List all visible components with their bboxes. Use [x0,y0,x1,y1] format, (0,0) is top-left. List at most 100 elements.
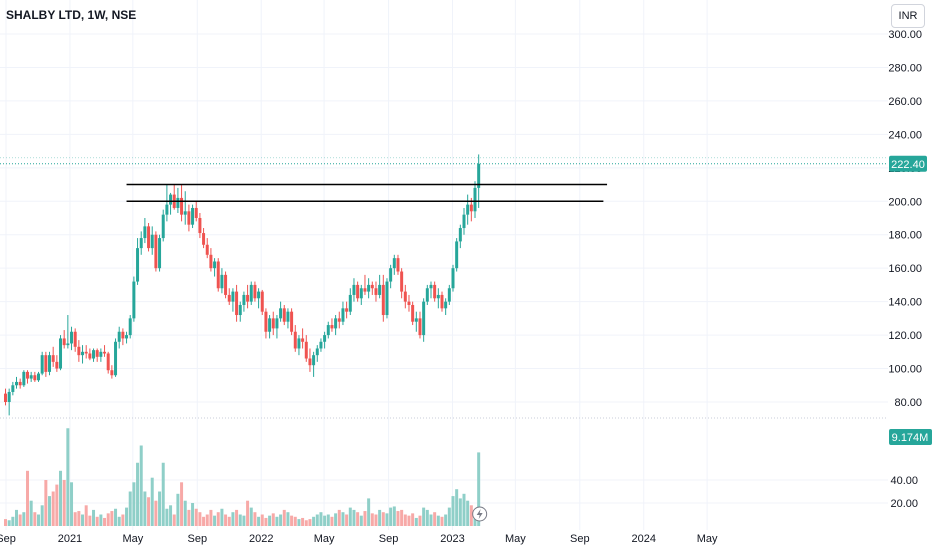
candle-body [132,281,136,319]
volume-bar [374,514,378,526]
volume-bar [7,520,11,526]
volume-bar [172,514,176,526]
candle-body [110,370,114,376]
volume-bar [161,462,165,526]
candle-body [66,343,70,346]
time-tick-label: 2023 [440,533,464,545]
candle-body [194,207,198,218]
volume-bar [158,491,162,526]
volume-bar [242,515,246,526]
volume-bar [282,509,286,526]
price-tick-label: 180.00 [888,230,922,242]
price-tick-label: 260.00 [888,96,922,108]
candle-body [279,308,283,319]
candle-body [429,284,433,289]
price-tick-label: 160.00 [888,263,922,275]
candle-body [334,318,338,329]
candle-body [198,218,202,234]
candle-body [341,308,345,322]
time-tick-label: Sep [379,533,399,545]
volume-bar [11,516,15,526]
candle-body [297,338,301,349]
volume-bar [51,491,55,526]
volume-bar [367,498,371,526]
volume-bar [40,505,44,526]
candle-body [282,308,286,322]
candle-body [253,284,257,299]
candle-body [455,241,459,269]
volume-bar [422,507,426,526]
candle-body [187,211,191,225]
candle-body [150,234,154,249]
volume-bar [62,480,66,526]
candle-body [231,291,235,302]
time-tick-label: May [697,533,718,545]
volume-bar [99,514,103,526]
volume-bar [447,507,451,526]
candle-body [286,311,290,322]
candle-body [458,228,462,242]
candle-body [44,355,48,372]
candle-body [392,258,396,269]
candle-body [205,244,209,255]
candle-body [235,291,239,316]
volume-bar [77,511,81,526]
volume-bar [352,509,356,526]
currency-selector[interactable]: INR [891,4,925,28]
candle-body [143,226,147,239]
volume-bar [114,508,118,526]
candle-body [114,341,118,376]
volume-bar [209,509,213,526]
volume-bar [308,519,312,526]
candle-body [238,304,242,316]
candle-body [418,318,422,336]
volume-bar [455,489,459,526]
price-tick-label: 120.00 [888,330,922,342]
candle-body [33,375,37,381]
volume-bar [44,480,48,526]
volume-bar [73,512,77,526]
candle-body [301,338,305,342]
candle-body [147,226,151,249]
candle-body [37,373,41,381]
volume-bar [117,516,121,526]
candle-body [7,391,11,402]
candle-body [11,385,15,392]
candle-body [451,268,455,289]
candle-body [326,325,330,336]
candle-body [414,318,418,322]
volume-bar [407,515,411,526]
candle-body [385,281,389,316]
price-tick-label: 100.00 [888,364,922,376]
time-tick-label: May [314,533,335,545]
candle-body [381,284,385,316]
volume-bar [55,484,59,526]
volume-bar [359,515,363,526]
candle-body [444,301,448,309]
volume-bar [249,507,253,526]
time-tick-label: 2021 [58,533,82,545]
time-tick-label: Sep [0,533,16,545]
volume-bar [70,482,74,526]
candle-body [224,274,228,295]
volume-bar [33,512,37,526]
candle-body [290,311,294,332]
candle-body [191,207,195,225]
volume-bar [147,497,151,526]
volume-bar [312,516,316,526]
volume-bar [84,505,88,526]
volume-bar [356,512,360,526]
candle-body [22,371,26,386]
volume-bar [238,514,242,526]
volume-bar [15,509,19,526]
volume-bar [253,512,257,526]
candle-body [436,294,440,299]
candle-body [352,284,356,295]
volume-bar [187,509,191,526]
candle-body [422,301,426,336]
volume-bar [103,517,107,526]
candle-body [345,308,349,312]
last-price-label: 222.40 [891,159,925,171]
